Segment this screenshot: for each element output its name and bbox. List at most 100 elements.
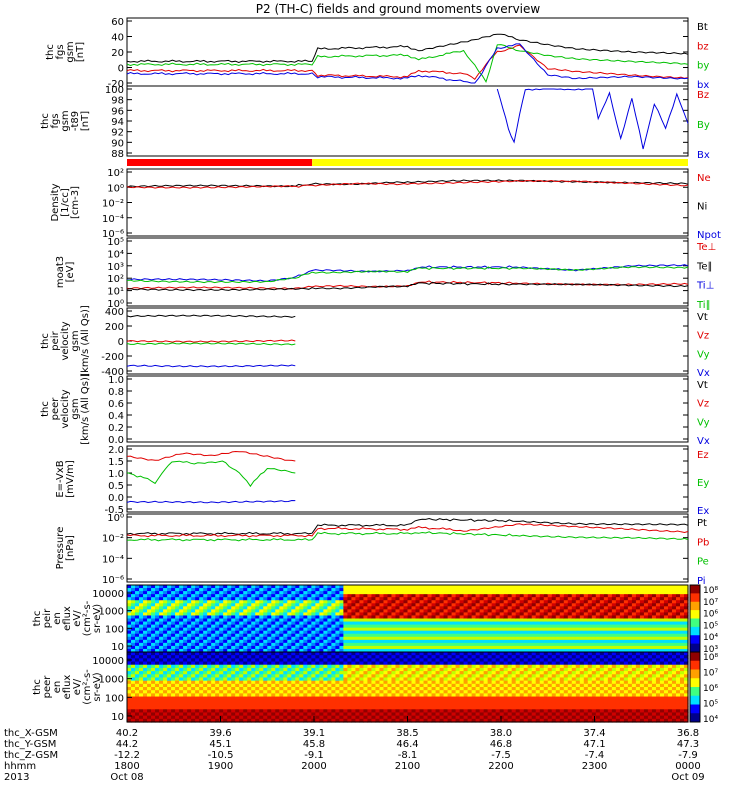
- heatmap-cell: [327, 591, 332, 595]
- heatmap-cell: [619, 639, 625, 644]
- heatmap-cell: [343, 600, 348, 604]
- heatmap-cell: [235, 671, 240, 675]
- heatmap-cell: [351, 615, 357, 620]
- heatmap-cell: [179, 621, 184, 626]
- heatmap-cell: [135, 591, 140, 595]
- heatmap-cell: [347, 597, 352, 601]
- heatmap-cell: [575, 588, 581, 592]
- heatmap-cell: [239, 588, 244, 592]
- heatmap-cell: [495, 609, 501, 614]
- heatmap-cell: [327, 630, 332, 635]
- heatmap-cell: [599, 645, 605, 650]
- heatmap-cell: [391, 712, 397, 717]
- heatmap-cell: [335, 648, 340, 653]
- heatmap-cell: [267, 652, 272, 656]
- heatmap-cell: [635, 612, 641, 617]
- heatmap-cell: [603, 621, 609, 626]
- heatmap-cell: [559, 642, 565, 647]
- heatmap-cell: [199, 715, 204, 720]
- heatmap-cell: [203, 585, 208, 589]
- heatmap-cell: [503, 597, 509, 601]
- heatmap-cell: [523, 630, 529, 635]
- heatmap-cell: [135, 615, 140, 620]
- heatmap-cell: [195, 718, 200, 723]
- heatmap-cell: [175, 680, 180, 685]
- heatmap-cell: [147, 615, 152, 620]
- heatmap-cell: [223, 709, 228, 714]
- heatmap-cell: [307, 618, 312, 623]
- heatmap-cell: [355, 603, 361, 607]
- heatmap-cell: [607, 606, 613, 610]
- heatmap-cell: [387, 606, 393, 610]
- heatmap-cell: [559, 588, 565, 592]
- heatmap-cell: [335, 600, 340, 604]
- heatmap-cell: [391, 597, 397, 601]
- heatmap-cell: [299, 667, 304, 672]
- heatmap-cell: [147, 585, 152, 589]
- heatmap-cell: [583, 609, 589, 614]
- heatmap-cell: [547, 630, 553, 635]
- heatmap-cell: [127, 699, 132, 704]
- heatmap-cell: [223, 648, 228, 653]
- heatmap-cell: [411, 667, 417, 672]
- heatmap-cell: [643, 624, 649, 629]
- heatmap-cell: [679, 633, 685, 638]
- heatmap-cell: [195, 690, 200, 694]
- heatmap-cell: [195, 645, 200, 650]
- heatmap-cell: [647, 591, 653, 595]
- heatmap-cell: [659, 615, 665, 620]
- heatmap-cell: [347, 612, 352, 617]
- heatmap-cell: [279, 693, 284, 698]
- heatmap-cell: [199, 612, 204, 617]
- heatmap-cell: [227, 606, 232, 610]
- heatmap-cell: [219, 585, 224, 589]
- heatmap-cell: [175, 609, 180, 614]
- heatmap-cell: [215, 591, 220, 595]
- heatmap-cell: [559, 612, 565, 617]
- heatmap-cell: [275, 624, 280, 629]
- heatmap-cell: [543, 591, 549, 595]
- heatmap-cell: [135, 612, 140, 617]
- heatmap-cell: [159, 702, 164, 707]
- heatmap-cell: [375, 661, 381, 666]
- heatmap-cell: [135, 655, 140, 659]
- heatmap-cell: [155, 600, 160, 604]
- heatmap-cell: [683, 609, 689, 614]
- heatmap-cell: [271, 699, 276, 704]
- heatmap-cell: [395, 594, 401, 598]
- heatmap-cell: [219, 652, 224, 656]
- heatmap-cell: [279, 645, 284, 650]
- heatmap-cell: [151, 655, 156, 659]
- heatmap-cell: [323, 633, 328, 638]
- heatmap-cell: [651, 597, 657, 601]
- heatmap-cell: [519, 627, 525, 632]
- heatmap-cell: [155, 702, 160, 707]
- heatmap-cell: [451, 597, 457, 601]
- heatmap-cell: [195, 648, 200, 653]
- heatmap-cell: [247, 706, 252, 710]
- heatmap-cell: [567, 630, 573, 635]
- heatmap-cell: [411, 603, 417, 607]
- heatmap-cell: [163, 718, 168, 723]
- heatmap-cell: [419, 702, 425, 707]
- legend-entry: bz: [697, 41, 709, 52]
- heatmap-cell: [223, 693, 228, 698]
- heatmap-cell: [175, 591, 180, 595]
- heatmap-cell: [367, 674, 373, 679]
- heatmap-cell: [463, 606, 469, 610]
- heatmap-cell: [371, 696, 377, 701]
- heatmap-cell: [131, 690, 136, 694]
- heatmap-cell: [175, 661, 180, 666]
- heatmap-cell: [591, 600, 597, 604]
- heatmap-cell: [163, 642, 168, 647]
- heatmap-cell: [387, 612, 393, 617]
- heatmap-cell: [203, 627, 208, 632]
- heatmap-cell: [575, 600, 581, 604]
- heatmap-cell: [299, 687, 304, 691]
- heatmap-cell: [375, 618, 381, 623]
- heatmap-cell: [419, 699, 425, 704]
- heatmap-cell: [351, 683, 357, 688]
- heatmap-cell: [163, 633, 168, 638]
- heatmap-cell: [163, 706, 168, 710]
- heatmap-cell: [471, 594, 477, 598]
